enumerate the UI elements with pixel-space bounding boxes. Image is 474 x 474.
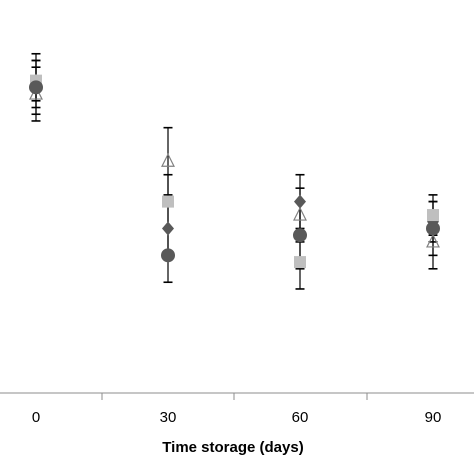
- error-bar: [163, 126, 173, 196]
- triangle-marker: [161, 152, 175, 167]
- circle-marker: [161, 248, 175, 263]
- square-marker: [294, 256, 306, 269]
- tick-labels: 0 30 60 90: [32, 409, 442, 426]
- x-tick-label: 60: [292, 409, 309, 426]
- triangle-marker: [426, 233, 440, 248]
- square-marker: [427, 209, 439, 222]
- x-tick-label: 0: [32, 409, 40, 426]
- circle-marker: [29, 80, 43, 95]
- x-axis-title: Time storage (days): [162, 439, 303, 456]
- circle-marker: [293, 228, 307, 243]
- circle-marker: [426, 221, 440, 236]
- x-axis: [0, 392, 474, 400]
- triangle-marker: [293, 206, 307, 221]
- square-marker: [162, 195, 174, 208]
- error-bars: [31, 52, 438, 290]
- data-points: [29, 73, 440, 269]
- diamond-marker: [162, 221, 174, 236]
- x-tick-label: 30: [160, 409, 177, 426]
- x-tick-label: 90: [425, 409, 442, 426]
- diamond-marker: [294, 194, 306, 209]
